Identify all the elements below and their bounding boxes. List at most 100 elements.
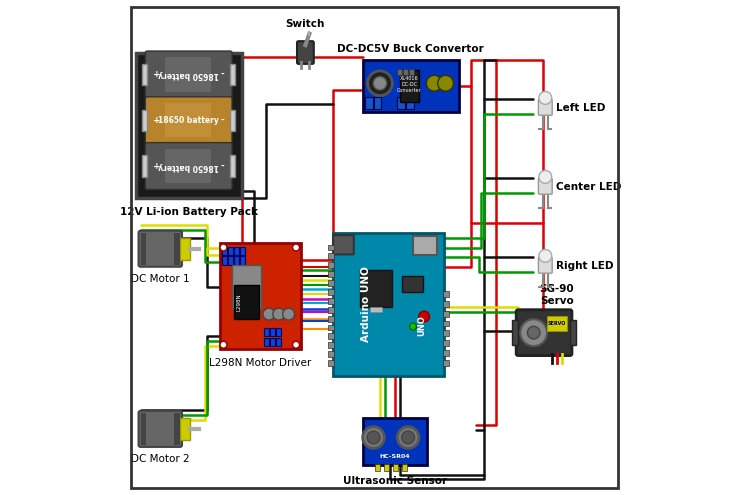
Bar <box>222 256 227 265</box>
Text: Ultrasonic Sensor: Ultrasonic Sensor <box>343 476 447 486</box>
Circle shape <box>539 170 552 183</box>
Bar <box>166 103 211 137</box>
Bar <box>328 307 334 313</box>
Bar <box>142 109 147 131</box>
Bar <box>230 155 235 177</box>
Bar <box>406 97 413 109</box>
Text: +: + <box>153 116 160 125</box>
Circle shape <box>402 431 415 444</box>
Bar <box>443 301 449 307</box>
Text: SG-90
Servo: SG-90 Servo <box>540 284 574 306</box>
Text: +: + <box>153 161 160 170</box>
Bar <box>443 321 449 327</box>
Text: UNO: UNO <box>418 315 427 336</box>
Text: SERVO: SERVO <box>548 321 566 326</box>
FancyBboxPatch shape <box>146 143 232 190</box>
Bar <box>443 291 449 297</box>
Bar <box>328 289 334 295</box>
FancyBboxPatch shape <box>333 235 354 254</box>
Bar <box>240 256 244 265</box>
Bar <box>264 338 268 346</box>
Circle shape <box>520 319 547 346</box>
Circle shape <box>292 244 299 251</box>
FancyBboxPatch shape <box>146 97 232 144</box>
Bar <box>222 247 227 255</box>
Text: DC Motor 1: DC Motor 1 <box>131 274 190 284</box>
Bar <box>512 320 518 345</box>
Bar <box>142 64 147 85</box>
FancyBboxPatch shape <box>139 231 182 267</box>
Bar <box>360 270 392 307</box>
Bar <box>393 464 398 471</box>
Bar <box>402 464 406 471</box>
Circle shape <box>363 427 385 448</box>
Circle shape <box>283 308 295 320</box>
Bar <box>328 253 334 259</box>
Bar <box>398 97 404 109</box>
Text: 12V Li-ion Battery Pack: 12V Li-ion Battery Pack <box>120 207 258 217</box>
Text: -: - <box>220 161 224 170</box>
Bar <box>230 109 235 131</box>
FancyBboxPatch shape <box>297 41 314 64</box>
Text: HC-SR04: HC-SR04 <box>380 454 410 459</box>
Text: XL4016
DC-DC
Converter: XL4016 DC-DC Converter <box>398 76 422 93</box>
Bar <box>443 311 449 317</box>
Bar <box>328 351 334 357</box>
Circle shape <box>220 341 227 348</box>
Text: -: - <box>220 70 224 79</box>
FancyBboxPatch shape <box>363 418 427 465</box>
Bar <box>404 69 407 75</box>
Text: DC Motor 2: DC Motor 2 <box>131 454 190 464</box>
Bar <box>328 280 334 286</box>
Text: Center LED: Center LED <box>556 182 622 192</box>
Bar <box>142 155 147 177</box>
Text: 18650 battery: 18650 battery <box>158 161 219 170</box>
Circle shape <box>419 311 430 322</box>
Circle shape <box>398 427 419 448</box>
Circle shape <box>438 75 454 91</box>
Bar <box>443 331 449 336</box>
Circle shape <box>273 308 285 320</box>
Circle shape <box>426 75 442 91</box>
Circle shape <box>374 77 386 90</box>
FancyBboxPatch shape <box>538 99 552 115</box>
Bar <box>328 342 334 348</box>
Bar <box>384 464 388 471</box>
Bar <box>328 316 334 322</box>
Bar <box>443 340 449 346</box>
Text: Switch: Switch <box>286 19 325 29</box>
Text: Left LED: Left LED <box>556 103 605 113</box>
Text: 18650 battery: 18650 battery <box>158 116 219 125</box>
FancyBboxPatch shape <box>413 236 437 255</box>
Bar <box>270 328 274 336</box>
Bar <box>180 238 190 260</box>
FancyBboxPatch shape <box>363 60 459 112</box>
Bar <box>276 338 280 346</box>
FancyBboxPatch shape <box>538 178 552 194</box>
Bar <box>166 149 211 183</box>
Bar <box>370 307 382 312</box>
Bar <box>443 360 449 366</box>
FancyBboxPatch shape <box>516 310 572 355</box>
Bar <box>328 298 334 304</box>
Circle shape <box>220 244 227 251</box>
Circle shape <box>292 341 299 348</box>
Bar <box>140 413 146 445</box>
Bar <box>328 245 334 250</box>
Text: DC-DC5V Buck Convertor: DC-DC5V Buck Convertor <box>338 44 484 54</box>
Circle shape <box>368 71 392 96</box>
FancyBboxPatch shape <box>538 257 552 273</box>
Bar <box>232 265 262 309</box>
Bar <box>270 338 274 346</box>
Bar <box>180 418 190 440</box>
Bar <box>374 97 382 109</box>
Circle shape <box>263 308 274 320</box>
Bar <box>276 328 280 336</box>
Bar <box>328 262 334 268</box>
Bar <box>570 320 576 345</box>
Bar <box>375 464 380 471</box>
Circle shape <box>527 326 540 339</box>
FancyBboxPatch shape <box>136 52 242 198</box>
Circle shape <box>539 249 552 262</box>
Bar <box>328 271 334 277</box>
